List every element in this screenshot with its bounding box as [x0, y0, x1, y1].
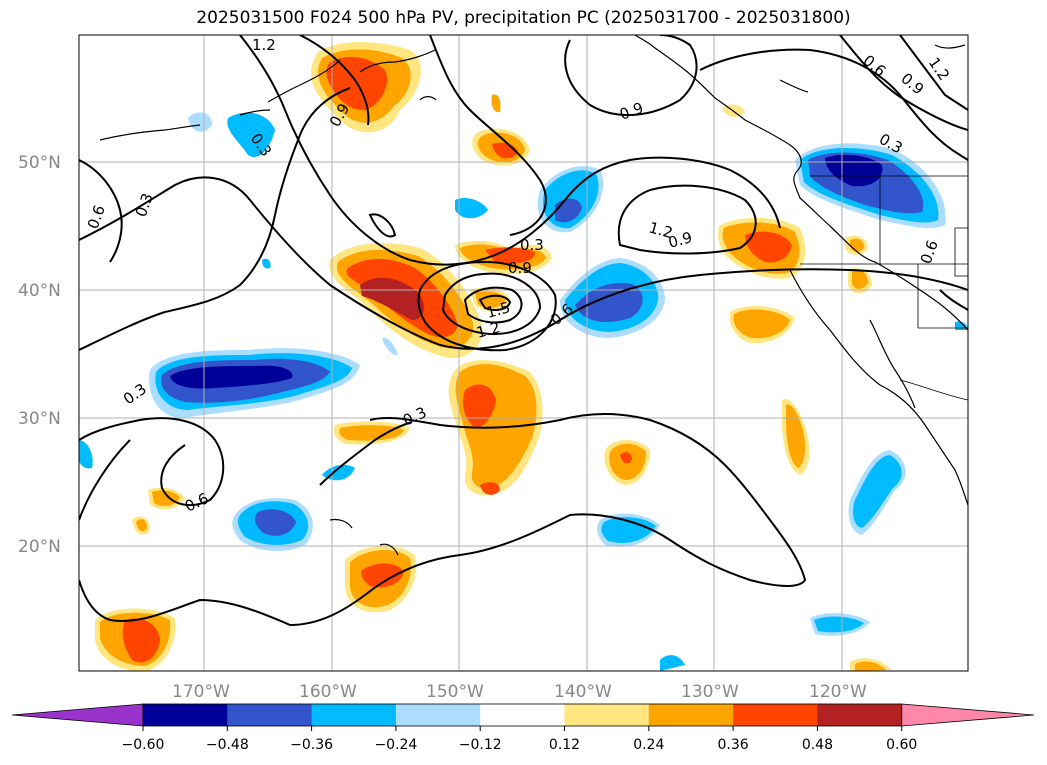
precip-blob: [152, 490, 180, 506]
precip-blob: [79, 440, 93, 469]
precip-blob: [361, 563, 404, 588]
precip-blob: [480, 482, 500, 495]
lon-label: 150°W: [426, 682, 484, 702]
colorbar-frame: [142, 703, 903, 727]
precip-shading: [79, 42, 968, 671]
colorbar-tick-label: −0.12: [459, 737, 502, 753]
precip-blob: [620, 452, 632, 464]
colorbar-segment: [311, 704, 397, 726]
colorbar-segment: [648, 704, 734, 726]
precip-blob: [254, 509, 296, 536]
precip-blob: [825, 154, 883, 187]
longitude-labels: 170°W 160°W 150°W 140°W 130°W 120°W: [172, 682, 867, 702]
precip-blob: [491, 94, 501, 113]
precip-blob: [382, 337, 398, 356]
precip-blob: [360, 277, 424, 320]
map-frame: [78, 34, 969, 672]
colorbar-segment: [480, 704, 565, 726]
colorbar-tick-label: 0.48: [802, 737, 833, 753]
precip-blob: [463, 384, 496, 428]
pv-contours: [79, 35, 968, 627]
map-title: 2025031500 F024 500 hPa PV, precipitatio…: [196, 8, 851, 28]
lon-label: 130°W: [681, 682, 739, 702]
colorbar-extend-high: [901, 703, 1035, 727]
precip-blob: [575, 282, 643, 322]
colorbar-segment: [227, 704, 313, 726]
lat-label: 40°N: [18, 281, 61, 301]
precip-blob: [122, 618, 160, 663]
colorbar-tick-label: 0.36: [718, 737, 749, 753]
colorbar-segment: [733, 704, 818, 726]
colorbar-segment: [817, 704, 903, 726]
colorbar-tick-label: 0.24: [633, 737, 664, 753]
precip-blob: [853, 455, 902, 528]
precip-blob: [852, 270, 868, 289]
colorbar-segment: [143, 704, 228, 726]
precip-blob: [339, 425, 404, 441]
precip-blob: [601, 517, 656, 544]
map-area: 1.2 0.9 0.3 0.6 0.3 0.9 0.3 0.9 1.2 0.9 …: [79, 35, 968, 671]
colorbar-tick-label: −0.60: [122, 737, 165, 753]
precip-blob: [745, 231, 792, 263]
precip-blob: [660, 655, 685, 671]
lon-label: 140°W: [554, 682, 612, 702]
precip-blob: [170, 365, 293, 389]
lon-label: 160°W: [299, 682, 357, 702]
precip-blob: [733, 309, 790, 339]
colorbar-tick-label: −0.48: [206, 737, 249, 753]
lon-label: 120°W: [809, 682, 867, 702]
contour-label: 0.9: [508, 259, 532, 277]
contour-label: 1.2: [474, 318, 502, 342]
contour-label: 1.2: [252, 36, 276, 54]
colorbar-tick-label: −0.36: [290, 737, 333, 753]
contour-label: 0.9: [666, 228, 694, 252]
colorbar-tick-label: 0.12: [549, 737, 580, 753]
precip-blob: [485, 247, 536, 264]
precip-blob: [136, 519, 147, 532]
lat-label: 30°N: [18, 409, 61, 429]
contour-label: 0.3: [520, 236, 544, 254]
lat-label: 50°N: [18, 153, 61, 173]
contour-label: 1.5: [484, 298, 512, 322]
colorbar: −0.60 −0.48 −0.36 −0.24 −0.12 0.12 0.24 0.36 0.4…: [11, 703, 1035, 753]
colorbar-segment: [564, 704, 650, 726]
precip-blob: [262, 258, 271, 269]
borders: [800, 175, 968, 401]
colorbar-extend-low: [11, 703, 144, 727]
lon-label: 170°W: [172, 682, 230, 702]
precip-blob: [814, 616, 864, 633]
contour-label: 1.2: [647, 218, 675, 242]
precip-blob: [227, 112, 275, 158]
colorbar-tick-label: 0.60: [886, 737, 917, 753]
precip-blob: [455, 198, 488, 219]
precip-blob: [188, 112, 212, 132]
precip-blob: [855, 661, 886, 671]
lat-label: 20°N: [18, 537, 61, 557]
latitude-labels: 50°N 40°N 30°N 20°N: [18, 153, 61, 557]
colorbar-tick-label: −0.24: [374, 737, 417, 753]
colorbar-segment: [395, 704, 481, 726]
precip-blob: [786, 404, 806, 468]
